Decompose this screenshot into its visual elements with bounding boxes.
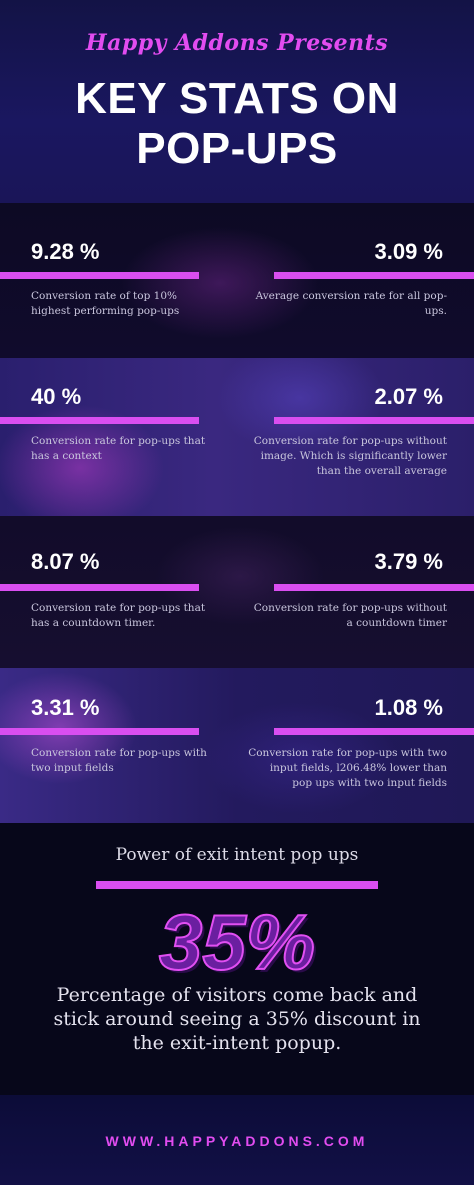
big-percent-value: 35%: [158, 898, 316, 986]
exit-intent-bar: [96, 881, 378, 889]
stat-description: Conversion rate for pop-ups that has a c…: [31, 602, 206, 629]
stat-bar: [0, 728, 199, 735]
stat-description: Conversion rate for pop-ups without a co…: [253, 602, 447, 629]
stats-row-4: 3.31 % Conversion rate for pop-ups with …: [0, 668, 474, 823]
stats-row-1: 9.28 % Conversion rate of top 10% highes…: [0, 203, 474, 358]
page-title: KEY STATS ON POP-UPS: [0, 74, 474, 174]
title-line-1: KEY STATS ON: [75, 74, 399, 123]
stat-value: 3.79 %: [374, 549, 444, 574]
stat-description: Average conversion rate for all pop-ups.: [255, 290, 447, 317]
stat-value: 3.09 %: [374, 239, 444, 264]
stat-value: 8.07 %: [31, 549, 100, 574]
stat-value: 40 %: [31, 384, 82, 409]
stat-bar: [274, 417, 474, 424]
stat-value: 1.08 %: [374, 695, 444, 720]
footer: WWW.HAPPYADDONS.COM: [0, 1095, 474, 1185]
stat-description: Conversion rate for pop-ups with two inp…: [248, 747, 447, 789]
header: Happy Addons Presents KEY STATS ON POP-U…: [0, 0, 474, 203]
stat-bar: [0, 417, 199, 424]
stat-value: 9.28 %: [31, 239, 100, 264]
stat-description: Conversion rate of top 10% highest perfo…: [31, 290, 180, 317]
stats-row-3: 8.07 % Conversion rate for pop-ups that …: [0, 516, 474, 668]
stat-bar: [0, 272, 199, 279]
stat-value: 2.07 %: [374, 384, 444, 409]
stat-bar: [0, 584, 199, 591]
presents-subtitle: Happy Addons Presents: [85, 30, 389, 56]
exit-intent-heading: Power of exit intent pop ups: [115, 845, 359, 865]
stat-description: Conversion rate for pop-ups with two inp…: [31, 747, 207, 774]
stat-bar: [274, 584, 474, 591]
title-line-2: POP-UPS: [136, 124, 338, 173]
stat-bar: [274, 272, 474, 279]
exit-intent-text: Percentage of visitors come back and sti…: [53, 984, 421, 1054]
stats-row-2: 40 % Conversion rate for pop-ups that ha…: [0, 358, 474, 516]
exit-intent-section: Power of exit intent pop ups 35% Percent…: [0, 823, 474, 1095]
stat-value: 3.31 %: [31, 695, 100, 720]
stat-description: Conversion rate for pop-ups that has a c…: [31, 435, 206, 462]
stat-bar: [274, 728, 474, 735]
website-link[interactable]: WWW.HAPPYADDONS.COM: [105, 1133, 369, 1149]
stat-description: Conversion rate for pop-ups without imag…: [253, 435, 447, 477]
